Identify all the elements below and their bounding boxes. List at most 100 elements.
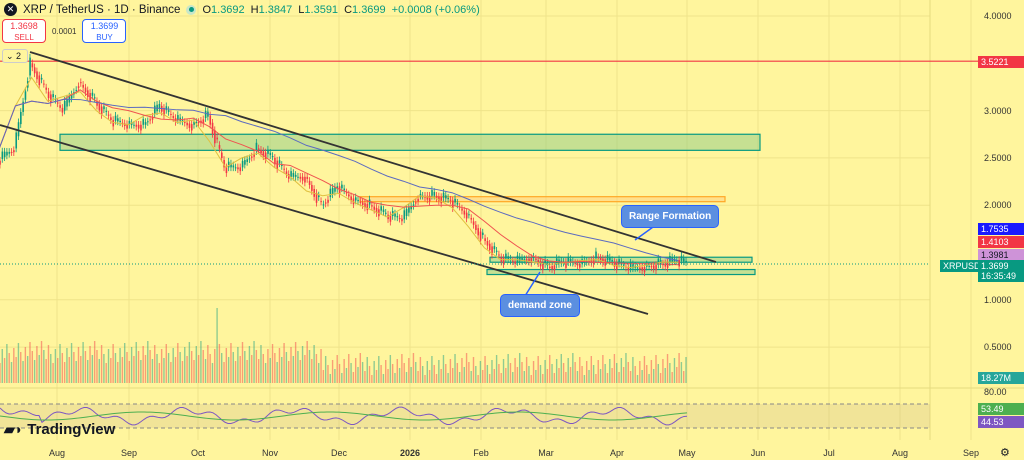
- volume-bar: [31, 351, 33, 383]
- candle: [262, 151, 265, 157]
- candle: [218, 145, 221, 149]
- candle: [172, 116, 175, 119]
- ma-red-line: [0, 89, 679, 266]
- volume-bar: [488, 374, 491, 383]
- candle: [232, 165, 235, 168]
- time-tick: Jun: [750, 448, 766, 458]
- volume-bar: [553, 373, 556, 383]
- volume-bar: [664, 368, 666, 383]
- candle: [299, 176, 302, 179]
- volume-bar: [17, 343, 20, 383]
- volume-bar: [475, 366, 477, 383]
- volume-bar: [401, 354, 403, 383]
- volume-bar: [193, 360, 195, 383]
- candle: [493, 246, 496, 250]
- candle: [292, 173, 295, 177]
- volume-bar: [324, 356, 327, 383]
- volume-bar: [184, 347, 186, 383]
- volume-bar: [604, 364, 606, 383]
- candle: [151, 116, 154, 120]
- ma-yellow-line: [0, 76, 679, 269]
- candle: [491, 246, 493, 255]
- volume-bar: [253, 341, 255, 383]
- candle: [606, 254, 609, 260]
- candle: [80, 82, 82, 84]
- candle: [528, 258, 530, 262]
- sell-button[interactable]: 1.3698 SELL: [2, 19, 46, 43]
- tradingview-logo[interactable]: ▰◗ TradingView: [4, 421, 115, 438]
- candle: [477, 228, 480, 236]
- candle: [105, 110, 108, 112]
- volume-bar: [248, 346, 251, 383]
- candle: [431, 190, 433, 196]
- volume-bar: [299, 360, 301, 383]
- volume-bar: [590, 356, 593, 383]
- volume-bar: [211, 363, 214, 383]
- volume-bar: [126, 352, 128, 383]
- candle: [1, 151, 4, 159]
- indicators-collapse-button[interactable]: ⌄ 2: [2, 49, 28, 63]
- candle: [87, 90, 89, 97]
- candle: [255, 142, 258, 152]
- candle: [6, 151, 8, 156]
- volume-bar: [537, 356, 539, 383]
- volume-bar: [417, 371, 419, 383]
- volume-bar: [197, 355, 200, 383]
- candle: [119, 120, 121, 123]
- volume-bar: [479, 361, 482, 383]
- time-tick: Sep: [962, 448, 980, 458]
- range-formation-callout[interactable]: Range Formation: [621, 205, 720, 228]
- zone-box: [59, 133, 761, 151]
- volume-bar: [179, 352, 181, 383]
- time-tick: Aug: [891, 448, 909, 458]
- volume-bar: [151, 359, 154, 383]
- trade-panel: 1.3698 SELL 0.0001 1.3699 BUY: [2, 19, 127, 43]
- rsi-line: [0, 406, 688, 426]
- candle: [301, 176, 304, 181]
- volume-bar: [119, 348, 121, 383]
- candle: [611, 260, 613, 262]
- volume-bar: [634, 366, 636, 383]
- candle: [167, 110, 170, 112]
- demand-zone-callout[interactable]: demand zone: [500, 294, 580, 317]
- symbol-title[interactable]: XRP / TetherUS · 1D · Binance: [23, 3, 181, 16]
- candle: [43, 83, 45, 85]
- settings-icon[interactable]: ⚙: [1000, 447, 1010, 459]
- candle: [629, 262, 632, 269]
- ma-purple-tag: 1.3981: [978, 249, 1024, 261]
- candle: [371, 205, 373, 207]
- candle: [133, 124, 135, 126]
- volume-bar: [315, 354, 318, 383]
- buy-button[interactable]: 1.3699 BUY: [82, 19, 127, 43]
- volume-bar: [477, 375, 479, 383]
- candle: [3, 151, 6, 158]
- volume-bar: [257, 359, 260, 383]
- candle: [204, 111, 207, 119]
- candle: [10, 151, 13, 153]
- price-tick: 3.0000: [984, 105, 1012, 116]
- volume-bar: [80, 356, 82, 383]
- volume-bar: [532, 361, 535, 383]
- candle: [579, 263, 581, 268]
- rsi-axis-label: 80.00: [984, 387, 1007, 397]
- candle: [576, 263, 579, 266]
- price-tick: 0.5000: [984, 342, 1012, 353]
- volume-bar: [405, 372, 408, 383]
- candle: [15, 132, 18, 149]
- volume-bar: [396, 359, 398, 383]
- volume-bar: [68, 357, 70, 383]
- candle: [680, 255, 683, 261]
- volume-bar: [190, 351, 193, 383]
- volume-bar: [140, 360, 142, 383]
- candle: [278, 160, 281, 164]
- volume-bar: [82, 342, 84, 383]
- candle: [246, 159, 249, 162]
- volume-bar: [204, 359, 207, 383]
- volume-bar: [281, 357, 283, 383]
- volume-bar: [276, 362, 278, 383]
- candle: [486, 241, 489, 246]
- candle: [20, 111, 22, 125]
- tradingview-icon: ▰◗: [4, 421, 24, 437]
- candle: [251, 156, 253, 158]
